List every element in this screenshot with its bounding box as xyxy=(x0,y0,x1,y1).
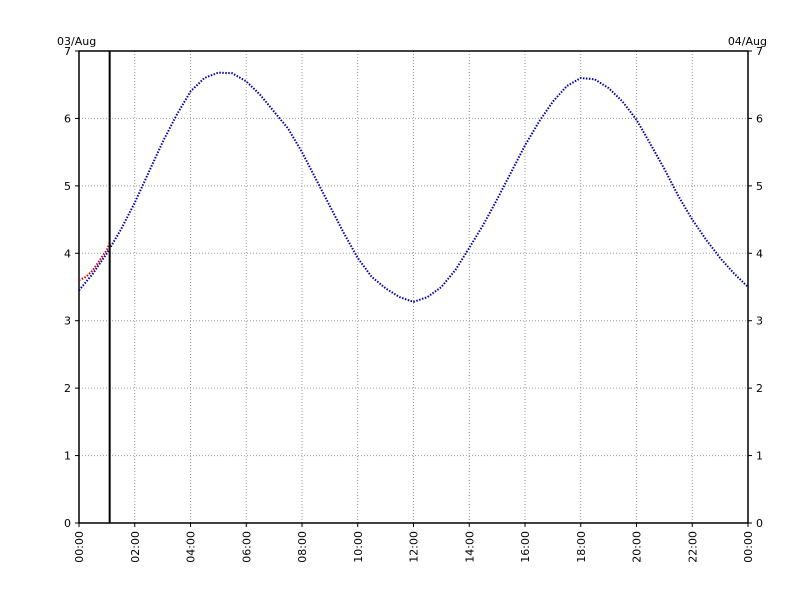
y2-tick-label: 3 xyxy=(756,315,763,328)
tide-line xyxy=(78,71,749,303)
x-tick-label: 06:00 xyxy=(240,531,253,563)
y2-tick-label: 2 xyxy=(756,382,763,395)
x-tick-label: 22:00 xyxy=(686,531,699,563)
y2-tick-label: 7 xyxy=(756,45,763,58)
y-tick-label: 2 xyxy=(64,382,71,395)
x-tick-label: 12:00 xyxy=(408,531,421,563)
y-tick-label: 1 xyxy=(64,450,71,463)
y2-tick-label: 6 xyxy=(756,112,763,125)
x-tick-label: 00:00 xyxy=(73,531,86,563)
y-tick-label: 7 xyxy=(64,45,71,58)
y2-tick-label: 1 xyxy=(756,450,763,463)
x-tick-label: 02:00 xyxy=(129,531,142,563)
x-tick-label: 10:00 xyxy=(352,531,365,563)
right-date: 04/Aug xyxy=(728,35,767,48)
y-tick-label: 4 xyxy=(64,247,71,260)
x-tick-label: 14:00 xyxy=(463,531,476,563)
x-tick-label: 20:00 xyxy=(631,531,644,563)
x-tick-label: 08:00 xyxy=(296,531,309,563)
x-tick-label: 00:00 xyxy=(742,531,755,563)
y2-tick-label: 4 xyxy=(756,247,763,260)
y2-tick-label: 5 xyxy=(756,180,763,193)
y-tick-label: 3 xyxy=(64,315,71,328)
x-tick-label: 16:00 xyxy=(519,531,532,563)
x-tick-label: 18:00 xyxy=(575,531,588,563)
y-tick-label: 0 xyxy=(64,517,71,530)
left-date: 03/Aug xyxy=(57,35,96,48)
x-tick-label: 04:00 xyxy=(185,531,198,563)
y-tick-label: 6 xyxy=(64,112,71,125)
y2-tick-label: 0 xyxy=(756,517,763,530)
tide-line xyxy=(78,242,111,282)
plot-frame xyxy=(78,50,749,524)
y-tick-label: 5 xyxy=(64,180,71,193)
